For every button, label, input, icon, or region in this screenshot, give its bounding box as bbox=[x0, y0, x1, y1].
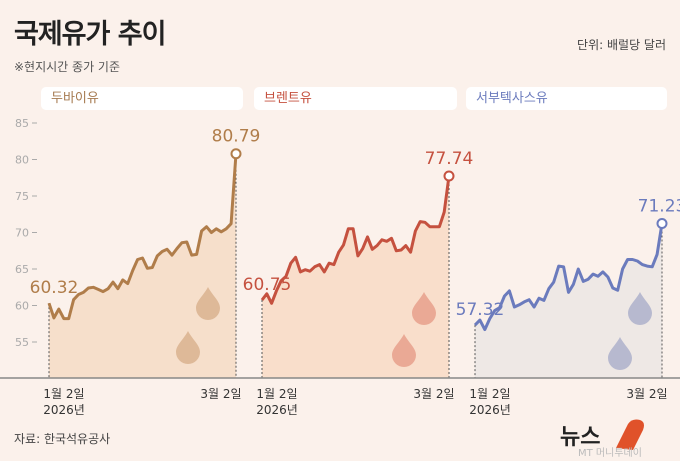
svg-text:MT 머니투데이: MT 머니투데이 bbox=[578, 447, 642, 458]
oil-drop-icon bbox=[196, 287, 220, 320]
oil-drop-icon bbox=[412, 292, 436, 325]
wti-start-label: 57.32 bbox=[456, 300, 505, 320]
dubai-end-marker bbox=[230, 148, 242, 160]
x-tick-year-label: 2026년 bbox=[256, 403, 298, 417]
y-tick-label: 70 bbox=[15, 227, 29, 240]
panel-title-brent: 브렌트유 bbox=[254, 87, 457, 110]
oil-drop-icon bbox=[176, 331, 200, 364]
wti-line bbox=[473, 223, 664, 332]
y-tick-label: 80 bbox=[15, 154, 29, 167]
svg-text:뉴스: 뉴스 bbox=[560, 425, 600, 450]
dubai-line bbox=[47, 153, 238, 321]
subtitle: ※현지시간 종가 기준 bbox=[14, 60, 121, 74]
y-tick-label: 85 bbox=[15, 117, 29, 130]
oil-drop-icon bbox=[392, 334, 416, 367]
x-tick-label: 3월 2일 bbox=[200, 387, 241, 401]
oil-drop-icon bbox=[628, 292, 652, 325]
wti-end-marker bbox=[656, 218, 668, 230]
x-tick-label: 1월 2일 bbox=[43, 387, 84, 401]
x-tick-label: 3월 2일 bbox=[413, 387, 454, 401]
y-tick-label: 65 bbox=[15, 263, 29, 276]
x-tick-label: 1월 2일 bbox=[469, 387, 510, 401]
brent-end-marker bbox=[443, 170, 455, 182]
wti-area bbox=[475, 223, 662, 378]
dubai-end-label: 80.79 bbox=[212, 127, 261, 147]
x-tick-label: 3월 2일 bbox=[626, 387, 667, 401]
source-note: 자료: 한국석유공사 bbox=[14, 432, 111, 446]
x-tick-year-label: 2026년 bbox=[43, 403, 85, 417]
x-tick-year-label: 2026년 bbox=[469, 403, 511, 417]
brent-end-label: 77.74 bbox=[425, 149, 474, 169]
news1-logo: 뉴스 MT 머니투데이 bbox=[560, 419, 644, 458]
page-title: 국제유가 추이 bbox=[14, 19, 166, 50]
brent-start-label: 60.75 bbox=[243, 275, 292, 295]
panel-title-wti: 서부텍사스유 bbox=[466, 87, 667, 110]
dubai-start-label: 60.32 bbox=[30, 278, 79, 298]
brent-area bbox=[262, 176, 449, 378]
oil-drop-icon bbox=[608, 337, 632, 370]
y-tick-label: 75 bbox=[15, 190, 29, 203]
dubai-area bbox=[49, 153, 236, 378]
brent-line bbox=[260, 175, 451, 305]
unit-label: 단위: 배럴당 달러 bbox=[577, 38, 666, 52]
wti-end-label: 71.23 bbox=[638, 197, 680, 217]
panel-title-dubai: 두바이유 bbox=[41, 87, 243, 110]
x-tick-label: 1월 2일 bbox=[256, 387, 297, 401]
y-tick-label: 60 bbox=[15, 300, 29, 313]
y-tick-label: 55 bbox=[15, 336, 29, 349]
